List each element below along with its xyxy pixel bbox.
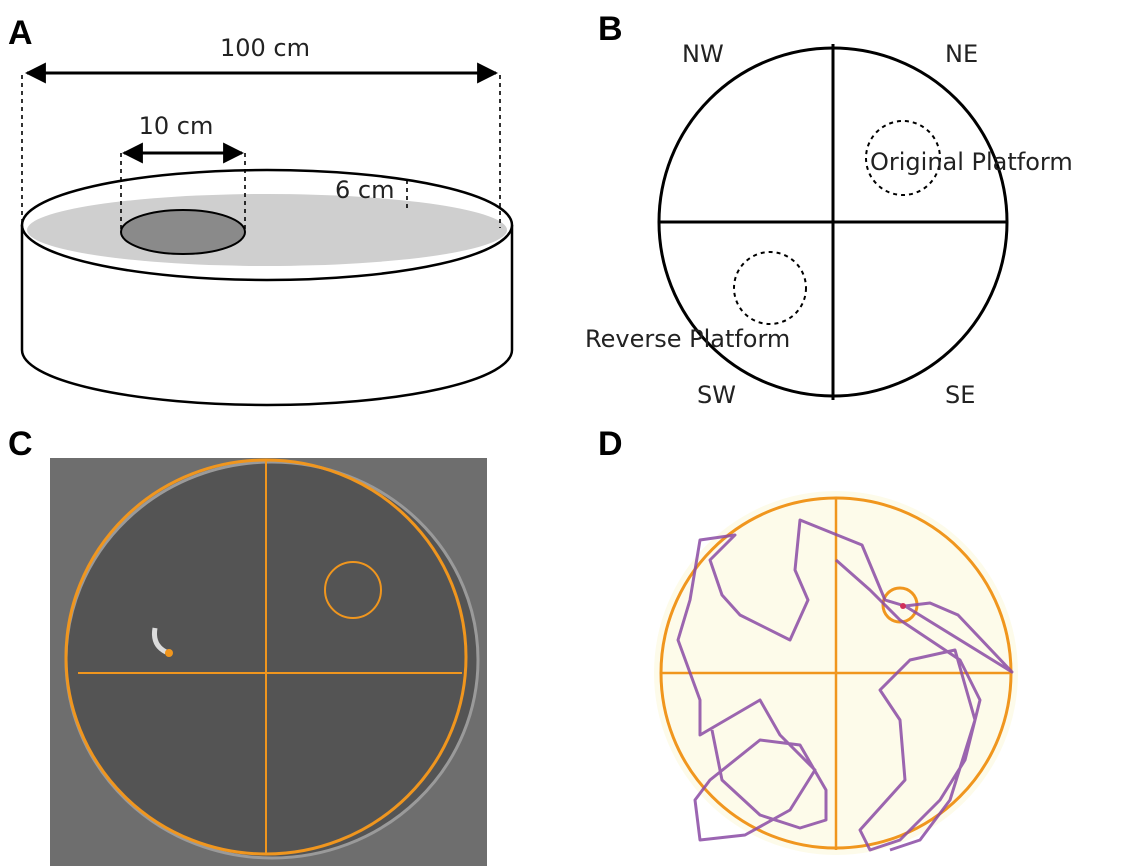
panel-d: D bbox=[598, 425, 1018, 855]
reverse-platform bbox=[734, 252, 806, 324]
panel-label: B bbox=[598, 10, 623, 48]
quadrant-label: NE bbox=[945, 40, 978, 68]
depth-label: 6 cm bbox=[335, 176, 394, 204]
end-point bbox=[900, 603, 906, 609]
reverse-label: Reverse Platform bbox=[585, 325, 790, 353]
quadrant-label: NW bbox=[682, 40, 724, 68]
tracker bbox=[165, 649, 173, 657]
panel-a: A 100 cm 10 cm 6 cm bbox=[8, 14, 512, 405]
platform bbox=[121, 210, 245, 254]
original-label: Original Platform bbox=[870, 148, 1073, 176]
quadrant-label: SW bbox=[697, 381, 736, 409]
panel-label: D bbox=[598, 425, 623, 463]
width-label: 100 cm bbox=[220, 34, 310, 62]
quadrant-label: SE bbox=[945, 381, 975, 409]
figure: A 100 cm 10 cm 6 cm B NW NE SW SE Origin… bbox=[0, 0, 1143, 866]
panel-label: C bbox=[8, 425, 33, 463]
platform-label: 10 cm bbox=[139, 112, 214, 140]
water-surface bbox=[27, 194, 507, 266]
panel-label: A bbox=[8, 14, 33, 52]
panel-b: B NW NE SW SE Original Platform Reverse … bbox=[585, 10, 1073, 409]
panel-c: C bbox=[8, 425, 487, 866]
